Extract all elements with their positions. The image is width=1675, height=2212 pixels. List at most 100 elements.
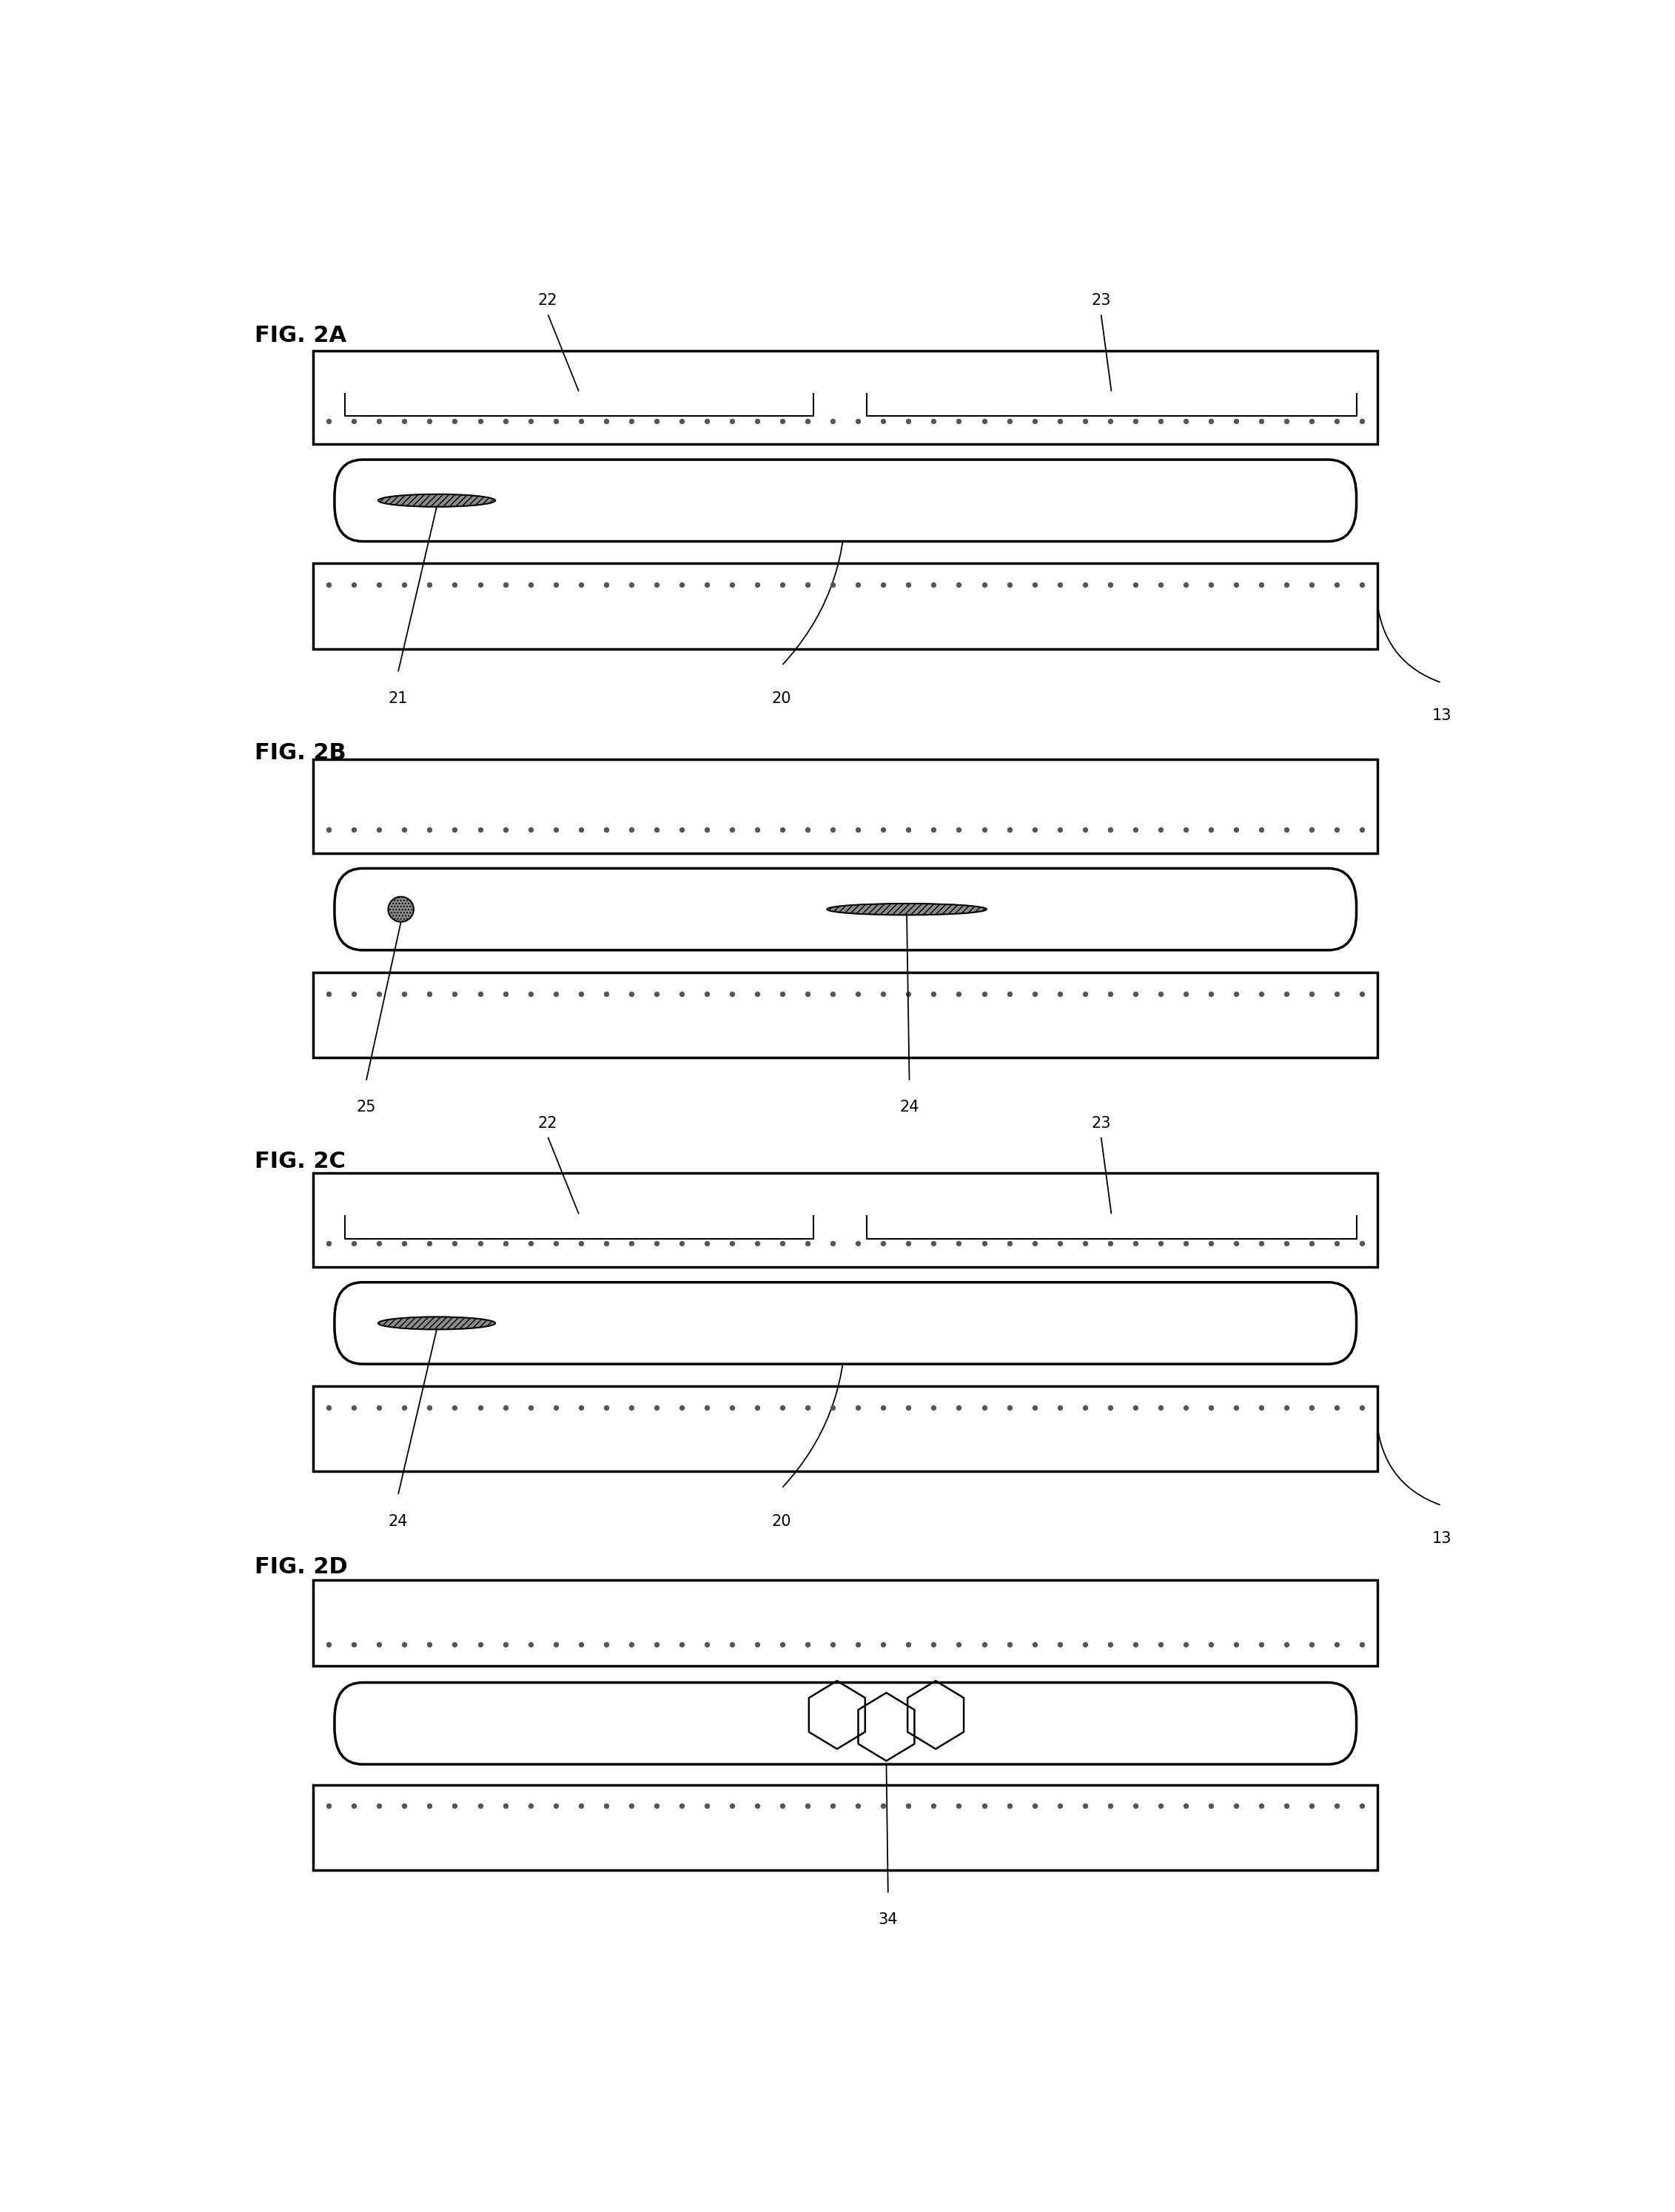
- Point: [1323, 1787, 1350, 1823]
- Point: [1022, 1225, 1049, 1261]
- Point: [668, 1787, 695, 1823]
- Point: [869, 1787, 896, 1823]
- Point: [365, 812, 392, 847]
- Point: [1047, 1626, 1074, 1661]
- Bar: [313, 1785, 1377, 1869]
- Point: [415, 1389, 442, 1425]
- Point: [315, 1225, 342, 1261]
- Point: [945, 403, 971, 438]
- Point: [668, 566, 695, 602]
- Point: [340, 975, 367, 1011]
- Point: [1248, 566, 1275, 602]
- Point: [693, 1389, 720, 1425]
- Text: 22: 22: [538, 1115, 558, 1130]
- Point: [894, 1225, 921, 1261]
- Point: [618, 1389, 645, 1425]
- Point: [1348, 403, 1375, 438]
- Point: [719, 403, 745, 438]
- Bar: [313, 349, 1377, 445]
- Point: [415, 1626, 442, 1661]
- Point: [971, 1626, 998, 1661]
- Point: [467, 812, 494, 847]
- Point: [492, 403, 519, 438]
- Point: [1248, 975, 1275, 1011]
- Point: [543, 975, 570, 1011]
- Point: [693, 566, 720, 602]
- Point: [744, 566, 770, 602]
- Point: [869, 812, 896, 847]
- Point: [945, 975, 971, 1011]
- Point: [794, 975, 821, 1011]
- Point: [794, 566, 821, 602]
- Point: [593, 1225, 620, 1261]
- Point: [568, 1225, 595, 1261]
- Point: [1147, 403, 1174, 438]
- Point: [1072, 1389, 1099, 1425]
- Text: 23: 23: [1090, 1115, 1111, 1130]
- Point: [844, 812, 871, 847]
- Point: [390, 403, 417, 438]
- Point: [365, 975, 392, 1011]
- Point: [390, 1787, 417, 1823]
- Point: [568, 1626, 595, 1661]
- Point: [1198, 812, 1224, 847]
- Ellipse shape: [379, 493, 496, 507]
- Point: [1097, 1787, 1124, 1823]
- Point: [719, 812, 745, 847]
- Point: [1348, 1787, 1375, 1823]
- Point: [315, 975, 342, 1011]
- Point: [1323, 812, 1350, 847]
- Point: [1147, 1626, 1174, 1661]
- Point: [518, 1225, 544, 1261]
- Point: [1348, 1389, 1375, 1425]
- Point: [844, 975, 871, 1011]
- Point: [945, 1225, 971, 1261]
- Point: [1122, 812, 1149, 847]
- Point: [1047, 403, 1074, 438]
- Point: [920, 812, 946, 847]
- Point: [769, 1787, 796, 1823]
- Point: [1348, 1626, 1375, 1661]
- Point: [1323, 1389, 1350, 1425]
- Point: [1122, 1225, 1149, 1261]
- Point: [1147, 1787, 1174, 1823]
- Point: [1273, 566, 1300, 602]
- Point: [1298, 1626, 1325, 1661]
- Point: [415, 403, 442, 438]
- Point: [894, 1787, 921, 1823]
- Point: [365, 403, 392, 438]
- Point: [315, 812, 342, 847]
- Point: [794, 403, 821, 438]
- Point: [1147, 1225, 1174, 1261]
- Text: 34: 34: [878, 1913, 898, 1927]
- Point: [1198, 1787, 1224, 1823]
- FancyBboxPatch shape: [335, 460, 1357, 542]
- Bar: [313, 973, 1377, 1057]
- Point: [1248, 403, 1275, 438]
- Point: [518, 1389, 544, 1425]
- Point: [1298, 1787, 1325, 1823]
- Point: [819, 403, 846, 438]
- Point: [744, 812, 770, 847]
- Text: 13: 13: [1432, 1531, 1451, 1546]
- Point: [340, 1787, 367, 1823]
- Point: [442, 566, 469, 602]
- Point: [390, 1626, 417, 1661]
- Point: [365, 566, 392, 602]
- Point: [744, 403, 770, 438]
- Bar: [313, 1172, 1377, 1267]
- Point: [869, 566, 896, 602]
- Point: [1273, 1389, 1300, 1425]
- Point: [1122, 1389, 1149, 1425]
- Point: [390, 1389, 417, 1425]
- Point: [340, 812, 367, 847]
- Point: [1198, 975, 1224, 1011]
- Point: [1323, 975, 1350, 1011]
- Point: [1198, 1389, 1224, 1425]
- Point: [518, 812, 544, 847]
- Point: [1172, 1389, 1199, 1425]
- Point: [769, 975, 796, 1011]
- Text: 25: 25: [357, 1099, 377, 1115]
- Point: [1323, 403, 1350, 438]
- Text: FIG. 2A: FIG. 2A: [255, 325, 347, 347]
